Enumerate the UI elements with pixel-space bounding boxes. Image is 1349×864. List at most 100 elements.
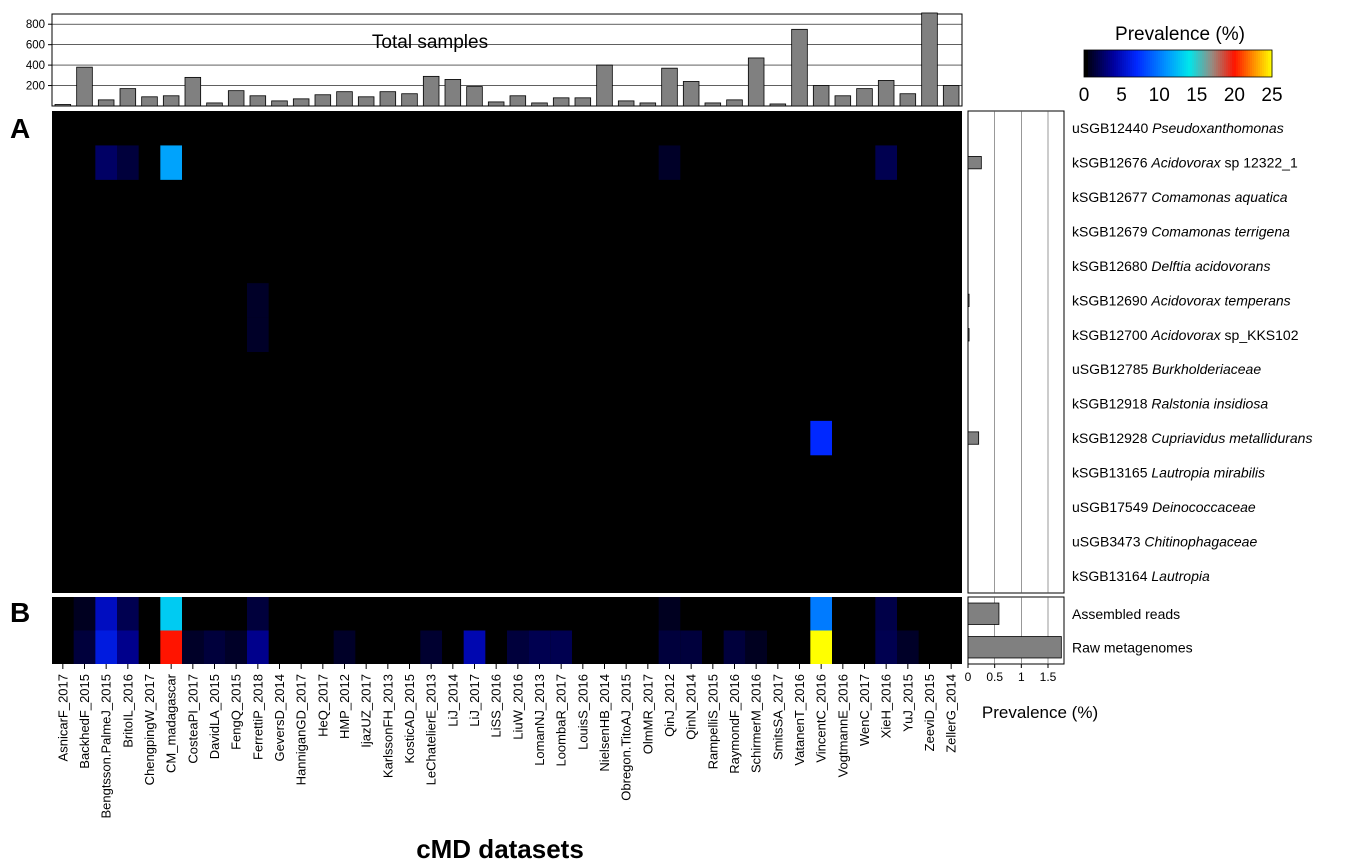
taxon-name: Comamonas terrigena xyxy=(1151,224,1290,240)
colorbar-swatch xyxy=(1194,50,1197,77)
sample-count-bar xyxy=(531,102,548,107)
prevalence-bar-panel: 0 0.5 1 1.5 Prevalence (%) xyxy=(965,110,1098,722)
sample-count-bar xyxy=(617,100,635,107)
right-panel-a-frame xyxy=(967,110,1065,594)
colorbar-swatch xyxy=(1178,50,1181,77)
sample-count-bar xyxy=(704,102,722,107)
dataset-axis-labels: AsnicarF_2017 BackhedF_2015 Bengtsson.Palm… xyxy=(55,664,959,864)
dataset-label: YuJ_2015 xyxy=(900,674,915,732)
colorbar-swatch xyxy=(1246,50,1249,77)
colorbar-swatch xyxy=(1136,50,1139,77)
sample-count-bar xyxy=(834,95,852,107)
taxon-label: uSGB17549 Deinococcaceae xyxy=(1072,499,1256,515)
colorbar-swatch xyxy=(1094,50,1097,77)
taxon-label: uSGB12785 Burkholderiaceae xyxy=(1072,361,1261,377)
sample-count-bar xyxy=(791,28,808,107)
colorbar-swatch xyxy=(1260,50,1263,77)
colorbar-swatch xyxy=(1238,50,1241,77)
heatmap-b-cell xyxy=(182,630,204,664)
heatmap-b-cell xyxy=(745,630,767,664)
sample-count-bar xyxy=(97,99,115,107)
colorbar-swatch xyxy=(1118,50,1121,77)
heatmap-panel-b: B xyxy=(10,597,962,664)
dataset-label: QinJ_2012 xyxy=(662,674,677,737)
colorbar-swatch xyxy=(1186,50,1189,77)
colorbar-swatch xyxy=(1196,50,1199,77)
dataset-label: BackhedF_2015 xyxy=(77,674,92,769)
colorbar-frame xyxy=(1083,49,1273,78)
colorbar-swatch xyxy=(1106,50,1109,77)
sample-count-bar xyxy=(76,66,93,107)
colorbar-swatch xyxy=(1174,50,1177,77)
colorbar-swatch xyxy=(1256,50,1259,77)
dataset-label: VogtmannE_2016 xyxy=(835,674,850,777)
colorbar-swatch xyxy=(1098,50,1101,77)
dataset-label: HMP_2012 xyxy=(337,674,352,739)
taxon-label: kSGB12700 Acidovorax sp_KKS102 xyxy=(1072,327,1299,343)
heatmap-a-cell xyxy=(117,145,139,180)
taxon-name: Lautropia xyxy=(1151,568,1210,584)
heatmap-panel-a: A xyxy=(10,111,962,593)
heatmap-b-cell xyxy=(95,597,117,631)
sample-count-bar xyxy=(422,75,440,107)
colorbar-swatch xyxy=(1266,50,1269,77)
colorbar-tick-label: 25 xyxy=(1261,85,1282,106)
sample-count-bar xyxy=(509,95,527,107)
heatmap-b-cell xyxy=(73,630,96,664)
dataset-label: OlmMR_2017 xyxy=(640,674,655,754)
heatmap-a-cell xyxy=(658,145,681,180)
heatmap-b-cell xyxy=(247,630,269,664)
taxon-label: uSGB3473 Chitinophagaceae xyxy=(1072,533,1257,549)
dataset-label: LomanNJ_2013 xyxy=(532,674,547,766)
dataset-label: WenC_2017 xyxy=(857,674,872,746)
colorbar-swatch xyxy=(1172,50,1175,77)
taxon-code: kSGB12690 xyxy=(1072,292,1151,308)
panel-label-b: B xyxy=(10,597,30,628)
taxon-code: uSGB17549 xyxy=(1072,499,1152,515)
taxon-label: kSGB12690 Acidovorax temperans xyxy=(1072,292,1291,308)
taxon-code: kSGB13164 xyxy=(1072,568,1151,584)
taxon-name: Acidovorax xyxy=(1150,327,1221,343)
colorbar-swatch xyxy=(1120,50,1123,77)
taxon-label: kSGB12679 Comamonas terrigena xyxy=(1072,224,1290,240)
right-x-axis-label: Prevalence (%) xyxy=(982,703,1098,722)
sample-count-bar xyxy=(899,93,917,107)
taxon-name: Burkholderiaceae xyxy=(1152,361,1261,377)
sample-count-bar xyxy=(877,80,895,107)
heatmap-b-cell xyxy=(203,630,226,664)
prevalence-colorbar: Prevalence (%) 0 5 10 15 20 25 xyxy=(1079,24,1283,106)
colorbar-tick-label: 5 xyxy=(1116,85,1127,106)
colorbar-swatch xyxy=(1214,50,1217,77)
heatmap-b-cell xyxy=(680,630,702,664)
sample-count-bar xyxy=(444,79,462,107)
dataset-label: HanniganGD_2017 xyxy=(294,674,309,785)
colorbar-swatch xyxy=(1188,50,1191,77)
heatmap-b-cell xyxy=(333,630,356,664)
colorbar-swatch xyxy=(1210,50,1213,77)
colorbar-swatch xyxy=(1200,50,1203,77)
colorbar-swatch xyxy=(1262,50,1265,77)
sample-count-bar xyxy=(184,76,202,107)
colorbar-swatch xyxy=(1168,50,1171,77)
colorbar-swatch xyxy=(1108,50,1111,77)
colorbar-swatch xyxy=(1224,50,1227,77)
colorbar-swatch xyxy=(1086,50,1089,77)
colorbar-swatch xyxy=(1206,50,1209,77)
dataset-label: LiJ_2017 xyxy=(467,674,482,727)
colorbar-swatch xyxy=(1242,50,1245,77)
dataset-label: ZeeviD_2015 xyxy=(922,674,937,751)
dataset-label: CM_madagascar xyxy=(164,673,179,773)
taxon-suffix: sp_KKS102 xyxy=(1221,327,1299,343)
colorbar-swatch xyxy=(1112,50,1115,77)
dataset-label: QinN_2014 xyxy=(684,674,699,740)
dataset-label: DavidLA_2015 xyxy=(207,674,222,759)
colorbar-swatch xyxy=(1116,50,1119,77)
sample-count-bar xyxy=(54,104,72,107)
colorbar-swatch xyxy=(1212,50,1215,77)
colorbar-swatch xyxy=(1236,50,1239,77)
colorbar-swatch xyxy=(1126,50,1129,77)
taxon-name: Acidovorax xyxy=(1150,155,1221,171)
top-y-tick-label: 400 xyxy=(26,60,45,72)
colorbar-swatch xyxy=(1250,50,1253,77)
top-y-tick-label: 200 xyxy=(26,81,45,93)
